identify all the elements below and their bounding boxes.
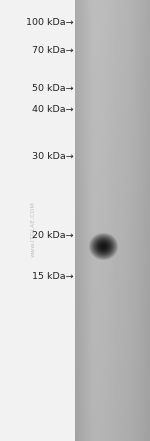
Text: 20 kDa→: 20 kDa→ bbox=[32, 232, 74, 240]
Text: 15 kDa→: 15 kDa→ bbox=[32, 273, 74, 281]
Text: 100 kDa→: 100 kDa→ bbox=[26, 19, 74, 27]
Text: 50 kDa→: 50 kDa→ bbox=[32, 84, 74, 93]
FancyBboxPatch shape bbox=[0, 0, 75, 441]
Text: 40 kDa→: 40 kDa→ bbox=[32, 105, 74, 114]
Text: 70 kDa→: 70 kDa→ bbox=[32, 46, 74, 55]
Text: www.ITGLAE.COM: www.ITGLAE.COM bbox=[30, 202, 36, 257]
Text: 30 kDa→: 30 kDa→ bbox=[32, 152, 74, 161]
